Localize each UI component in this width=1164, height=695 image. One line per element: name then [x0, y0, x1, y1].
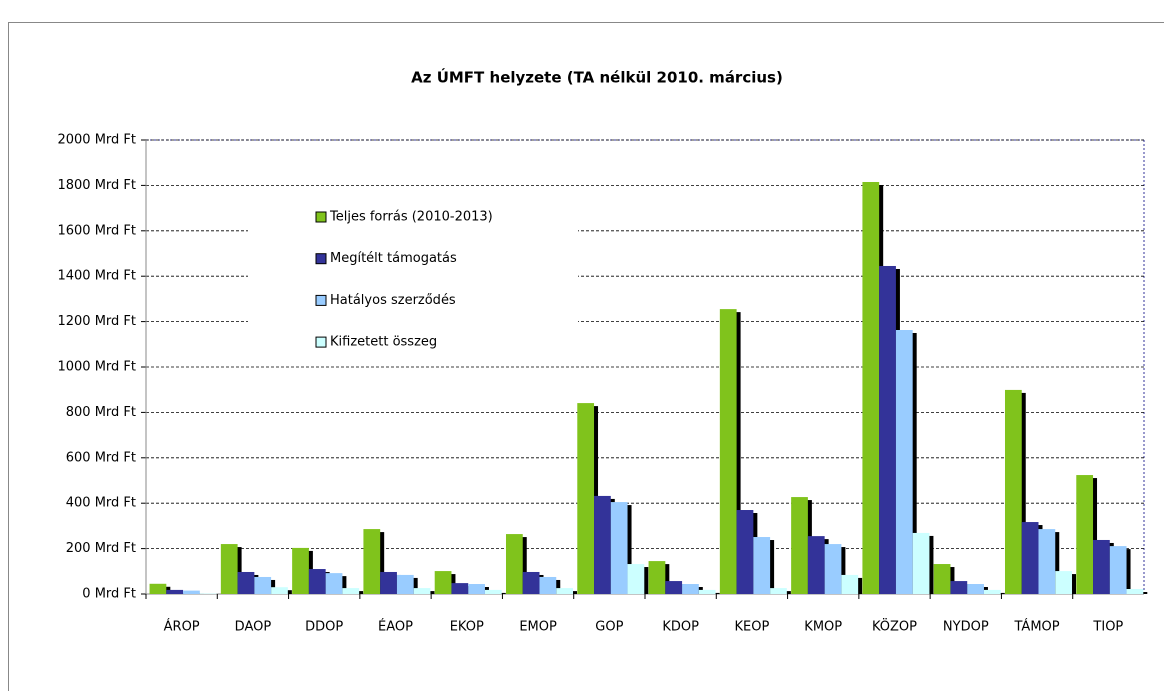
x-tick-label: KMOP: [804, 620, 842, 635]
y-tick-label: 1000 Mrd Ft: [57, 360, 136, 375]
bar: [292, 548, 309, 594]
x-tick-label: DDOP: [305, 620, 343, 635]
bar: [380, 572, 397, 594]
bar: [825, 544, 842, 594]
x-tick-label: TÁMOP: [1014, 619, 1060, 635]
y-tick-label: 0 Mrd Ft: [82, 587, 136, 602]
bar: [309, 569, 326, 594]
bar: [896, 330, 913, 594]
bar: [1022, 522, 1039, 594]
y-tick-label: 1800 Mrd Ft: [57, 178, 136, 193]
bar: [271, 587, 288, 594]
bar: [699, 590, 716, 594]
bar: [841, 575, 858, 594]
bar: [984, 590, 1001, 594]
bar: [791, 497, 808, 594]
legend-label: Kifizetett összeg: [330, 335, 437, 350]
bar: [556, 588, 573, 594]
x-tick-label: ÉAOP: [378, 619, 413, 635]
bar: [397, 575, 414, 594]
legend-swatch: [316, 295, 326, 305]
bar: [1038, 529, 1055, 594]
bar: [523, 572, 540, 594]
legend-label: Megítélt támogatás: [330, 251, 457, 266]
bar: [577, 403, 594, 594]
bar: [166, 590, 183, 594]
bar: [682, 584, 699, 594]
legend-label: Teljes forrás (2010-2013): [329, 210, 493, 225]
bar: [934, 564, 951, 594]
bar: [1093, 540, 1110, 594]
bar: [879, 266, 896, 594]
bar: [238, 572, 255, 594]
bar: [1076, 475, 1093, 594]
y-tick-label: 1400 Mrd Ft: [57, 269, 136, 284]
bar: [326, 573, 343, 594]
legend-swatch: [316, 337, 326, 347]
bar: [506, 534, 523, 594]
bar: [770, 588, 787, 594]
bar: [649, 561, 666, 594]
y-tick-label: 1200 Mrd Ft: [57, 314, 136, 329]
bar: [183, 591, 200, 594]
x-tick-label: ÁROP: [164, 619, 200, 635]
legend-label: Hatályos szerződés: [330, 293, 456, 308]
bar: [435, 571, 452, 594]
bar: [665, 581, 682, 594]
x-tick-label: KEOP: [735, 620, 770, 635]
bar: [1110, 546, 1127, 594]
y-tick-label: 2000 Mrd Ft: [57, 133, 136, 148]
x-tick-label: EMOP: [519, 620, 557, 635]
bar: [628, 564, 645, 594]
bar: [342, 588, 359, 594]
y-tick-label: 400 Mrd Ft: [66, 496, 136, 511]
x-tick-label: TIOP: [1092, 620, 1123, 635]
bar: [539, 577, 556, 594]
x-tick-label: GOP: [595, 620, 623, 635]
bar: [950, 581, 967, 594]
bar: [611, 502, 628, 594]
bar: [468, 584, 485, 594]
bar: [862, 182, 879, 594]
bar: [1127, 589, 1144, 594]
bar: [720, 309, 737, 594]
bar: [221, 544, 238, 594]
x-tick-label: KÖZOP: [872, 618, 917, 635]
y-tick-label: 800 Mrd Ft: [66, 405, 136, 420]
bar: [363, 529, 380, 594]
bar: [1005, 390, 1022, 594]
bar: [737, 510, 754, 594]
bar: [451, 583, 468, 594]
bar: [913, 533, 930, 594]
x-tick-label: EKOP: [450, 620, 484, 635]
bar: [753, 537, 770, 594]
x-tick-label: DAOP: [235, 620, 272, 635]
y-tick-label: 600 Mrd Ft: [66, 450, 136, 465]
x-tick-label: NYDOP: [943, 620, 989, 635]
bar: [967, 584, 984, 594]
x-tick-label: KDOP: [662, 620, 699, 635]
chart-title: Az ÚMFT helyzete (TA nélkül 2010. márciu…: [411, 68, 783, 87]
y-tick-label: 200 Mrd Ft: [66, 541, 136, 556]
bar: [485, 590, 502, 594]
y-tick-label: 1600 Mrd Ft: [57, 223, 136, 238]
bar: [150, 584, 167, 594]
bar: [1055, 571, 1072, 594]
legend-swatch: [316, 212, 326, 222]
bar: [254, 577, 271, 594]
legend-swatch: [316, 254, 326, 264]
bar: [594, 496, 611, 594]
bar: [414, 588, 431, 594]
bar: [808, 536, 825, 594]
